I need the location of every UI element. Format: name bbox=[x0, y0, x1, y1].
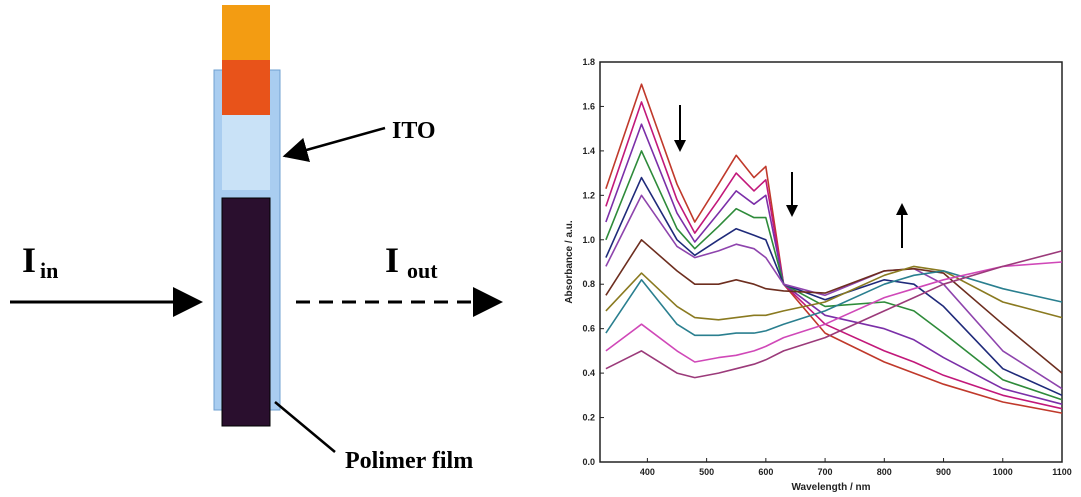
x-tick-label: 400 bbox=[640, 467, 655, 477]
x-tick-label: 700 bbox=[818, 467, 833, 477]
x-tick-label: 600 bbox=[758, 467, 773, 477]
y-tick-label: 0.6 bbox=[582, 324, 595, 334]
x-tick-label: 800 bbox=[877, 467, 892, 477]
x-tick-label: 500 bbox=[699, 467, 714, 477]
plot-frame bbox=[599, 61, 1063, 463]
ito-window bbox=[222, 115, 270, 190]
film-label: Polimer film bbox=[345, 448, 473, 474]
film-pointer bbox=[274, 401, 336, 453]
spectrum-line bbox=[605, 83, 1063, 414]
y-tick-label: 1.4 bbox=[582, 146, 595, 156]
spectrum-line bbox=[605, 176, 1063, 397]
spectrum-line bbox=[605, 250, 1063, 379]
chart: 0.0 0.2 0.4 0.6 0.8 1.0 1.2 1.4 1.6 1.8 400 500 600 7… bbox=[564, 57, 1072, 493]
y-tick-label: 0.8 bbox=[582, 279, 595, 289]
spectrum-line bbox=[605, 265, 1063, 321]
x-tick-label: 900 bbox=[936, 467, 951, 477]
spectrum-line bbox=[605, 261, 1063, 363]
ito-pointer bbox=[282, 126, 386, 162]
y-tick-label: 0.4 bbox=[582, 368, 595, 378]
x-tick-label: 1000 bbox=[993, 467, 1013, 477]
y-tick-label: 1.0 bbox=[582, 235, 595, 245]
spectrum-line bbox=[605, 270, 1063, 337]
polymer-film bbox=[221, 197, 271, 427]
x-tick-label: 1100 bbox=[1052, 467, 1072, 477]
y-axis-label: Absorbance / a.u. bbox=[564, 220, 575, 304]
spectrum-line bbox=[605, 101, 1063, 410]
spectrum-line bbox=[605, 194, 1063, 390]
x-axis-label: Wavelength / nm bbox=[791, 482, 870, 493]
y-tick-label: 1.2 bbox=[582, 190, 595, 200]
contact-lower bbox=[222, 60, 270, 115]
spectrum-line bbox=[605, 150, 1063, 401]
cell bbox=[213, 5, 281, 427]
spectrum-line bbox=[605, 123, 1063, 405]
y-tick-label: 1.6 bbox=[582, 101, 595, 111]
y-tick-label: 1.8 bbox=[582, 57, 595, 67]
y-tick-label: 0.2 bbox=[582, 413, 595, 423]
y-tick-label: 0.0 bbox=[582, 457, 595, 467]
ito-label: ITO bbox=[392, 118, 436, 144]
